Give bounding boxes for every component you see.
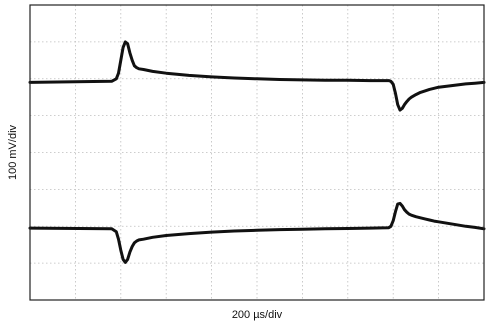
y-axis-label: 100 mV/div: [7, 124, 19, 180]
trace-group: [28, 40, 486, 264]
waveform-trace-1: [28, 40, 486, 112]
waveform-trace-2: [28, 201, 486, 264]
plot-frame: [29, 4, 485, 301]
x-axis-label: 200 µs/div: [232, 309, 283, 321]
